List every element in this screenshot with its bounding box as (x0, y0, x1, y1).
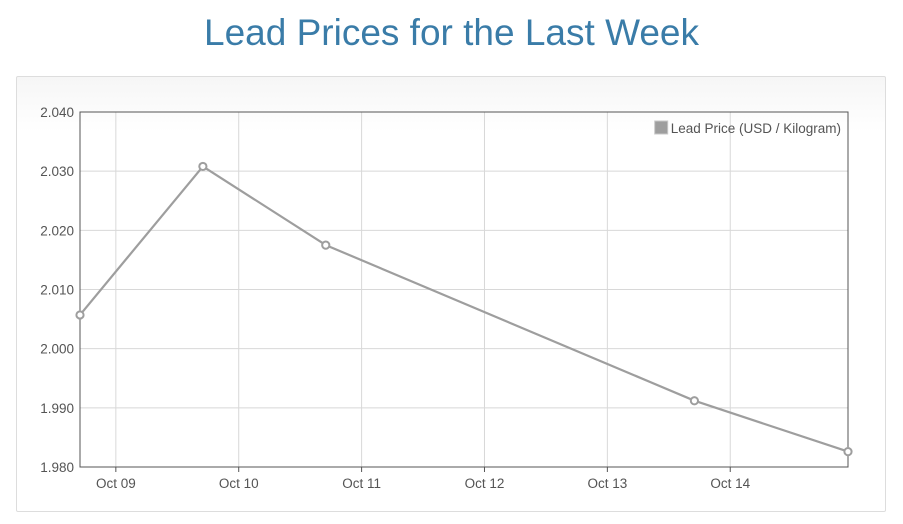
y-tick-label: 1.990 (40, 401, 74, 416)
plot-area-border (79, 111, 849, 468)
y-axis-ticks: 2.040 2.030 2.020 2.010 2.000 1.990 1.980 (40, 105, 74, 475)
x-tick-label: Oct 11 (342, 476, 381, 491)
x-tick-label: Oct 13 (587, 476, 627, 491)
y-tick-label: 2.020 (40, 223, 74, 238)
x-axis-ticks: Oct 09 Oct 10 Oct 11 Oct 12 Oct 13 Oct 14 (96, 467, 751, 491)
y-tick-label: 2.040 (40, 105, 74, 120)
data-point (843, 447, 853, 457)
legend-swatch (654, 120, 669, 135)
grid-lines (80, 111, 848, 468)
legend[interactable]: Lead Price (USD / Kilogram) (654, 120, 841, 136)
line-chart: 2.040 2.030 2.020 2.010 2.000 1.990 1.980 Oct … (40, 105, 853, 491)
page-title: Lead Prices for the Last Week (204, 12, 699, 53)
y-tick-label: 2.010 (40, 283, 74, 298)
y-tick-label: 1.980 (40, 460, 74, 475)
x-tick-label: Oct 12 (465, 476, 505, 491)
chart-panel: 2.040 2.030 2.020 2.010 2.000 1.990 1.980 Oct … (16, 76, 886, 512)
data-point (321, 240, 331, 250)
x-tick-label: Oct 09 (96, 476, 136, 491)
y-tick-label: 2.030 (40, 164, 74, 179)
series-line (79, 165, 849, 453)
series-layer (75, 161, 853, 457)
data-point (689, 396, 700, 406)
legend-label: Lead Price (USD / Kilogram) (671, 121, 841, 136)
x-tick-label: Oct 10 (219, 476, 259, 491)
data-point (198, 161, 208, 172)
data-point (75, 310, 85, 320)
y-tick-label: 2.000 (40, 342, 74, 357)
x-tick-label: Oct 14 (710, 476, 750, 491)
